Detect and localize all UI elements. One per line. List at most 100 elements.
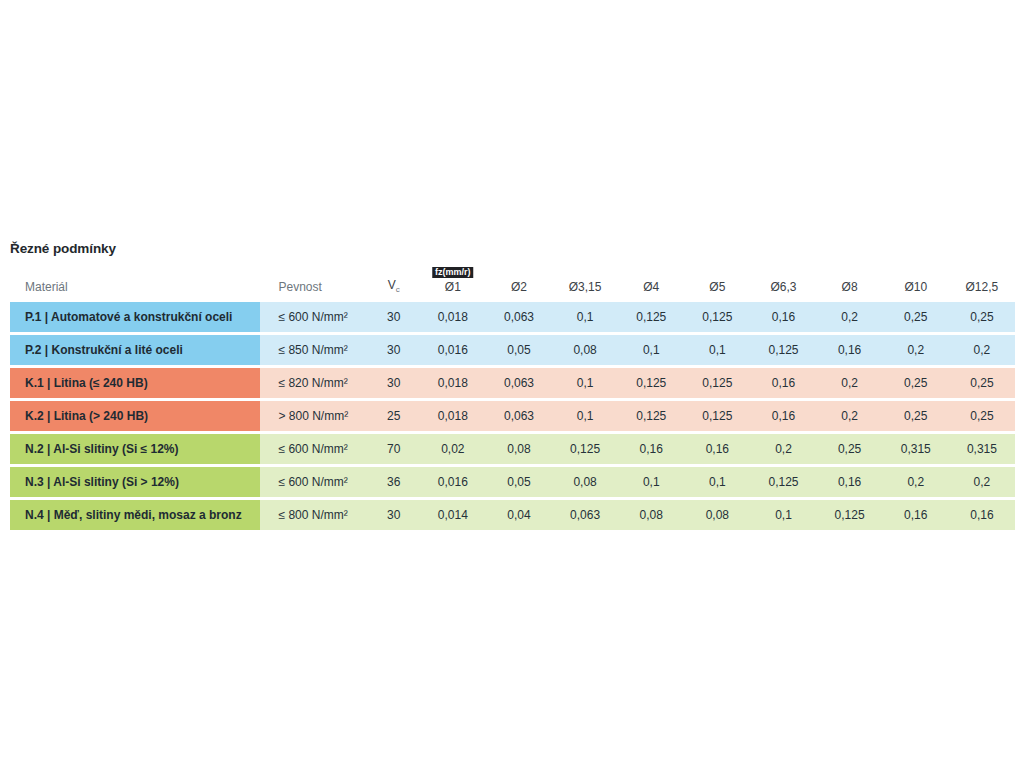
feed-value-d5: 0,125 — [684, 368, 750, 398]
feed-value-d7: 0,25 — [817, 434, 883, 464]
diameter-label: Ø2 — [511, 280, 527, 294]
column-header-diameter-2: Ø2 — [486, 263, 552, 299]
feed-value-d4: 0,08 — [618, 500, 684, 530]
feed-value-d5: 0,1 — [684, 335, 750, 365]
vc-subscript: c — [396, 285, 400, 294]
feed-value-d5: 0,125 — [684, 401, 750, 431]
column-header-diameter-5: Ø5 — [684, 263, 750, 299]
strength-value: ≤ 600 N/mm² — [260, 434, 367, 464]
diameter-label: Ø6,3 — [770, 280, 796, 294]
feed-value-d6: 0,2 — [750, 434, 816, 464]
column-header-diameter-9: Ø12,5 — [949, 263, 1015, 299]
diameter-label: Ø10 — [904, 280, 927, 294]
feed-value-d6: 0,1 — [750, 500, 816, 530]
column-header-diameter-6: Ø6,3 — [750, 263, 816, 299]
strength-value: ≤ 600 N/mm² — [260, 467, 367, 497]
feed-value-d2: 0,05 — [486, 335, 552, 365]
feed-value-d5: 0,16 — [684, 434, 750, 464]
feed-value-d2: 0,063 — [486, 368, 552, 398]
feed-value-d4: 0,16 — [618, 434, 684, 464]
feed-value-d3: 0,08 — [552, 467, 618, 497]
feed-value-d8: 0,2 — [883, 335, 949, 365]
feed-value-d8: 0,2 — [883, 467, 949, 497]
material-label: N.3 | Al-Si slitiny (Si > 12%) — [10, 467, 260, 497]
table-row: N.4 | Měď, slitiny mědi, mosaz a bronz≤ … — [10, 500, 1015, 530]
cutting-conditions-table: Materiál Pevnost Vc fz(mm/r) Ø1 Ø2 Ø3,15 Ø4 Ø… — [10, 260, 1015, 533]
feed-value-d3: 0,1 — [552, 368, 618, 398]
table-row: N.2 | Al-Si slitiny (Si ≤ 12%)≤ 600 N/mm… — [10, 434, 1015, 464]
feed-value-d4: 0,125 — [618, 368, 684, 398]
table-row: N.3 | Al-Si slitiny (Si > 12%)≤ 600 N/mm… — [10, 467, 1015, 497]
feed-value-d6: 0,125 — [750, 467, 816, 497]
feed-value-d3: 0,1 — [552, 302, 618, 332]
feed-value-d5: 0,08 — [684, 500, 750, 530]
page-title: Řezné podmínky — [10, 241, 116, 256]
feed-value-d7: 0,2 — [817, 368, 883, 398]
feed-value-d9: 0,2 — [949, 467, 1015, 497]
column-header-material: Materiál — [10, 263, 260, 299]
feed-value-d1: 0,016 — [420, 335, 486, 365]
feed-value-d8: 0,25 — [883, 302, 949, 332]
feed-value-d9: 0,25 — [949, 368, 1015, 398]
vc-value: 30 — [368, 302, 420, 332]
feed-value-d8: 0,25 — [883, 368, 949, 398]
feed-value-d4: 0,1 — [618, 467, 684, 497]
feed-value-d2: 0,04 — [486, 500, 552, 530]
fz-unit-badge: fz(mm/r) — [432, 267, 474, 278]
column-header-pevnost: Pevnost — [260, 263, 367, 299]
feed-value-d7: 0,16 — [817, 335, 883, 365]
column-header-diameter-7: Ø8 — [817, 263, 883, 299]
feed-value-d3: 0,1 — [552, 401, 618, 431]
table-body: P.1 | Automatové a konstrukční oceli≤ 60… — [10, 302, 1015, 530]
strength-value: ≤ 600 N/mm² — [260, 302, 367, 332]
diameter-label: Ø8 — [842, 280, 858, 294]
feed-value-d9: 0,25 — [949, 401, 1015, 431]
feed-value-d2: 0,063 — [486, 302, 552, 332]
header-row: Materiál Pevnost Vc fz(mm/r) Ø1 Ø2 Ø3,15 Ø4 Ø… — [10, 263, 1015, 299]
page: Řezné podmínky Materiál Pevnost Vc fz(mm… — [0, 0, 1024, 768]
feed-value-d1: 0,018 — [420, 368, 486, 398]
feed-value-d7: 0,16 — [817, 467, 883, 497]
feed-value-d7: 0,2 — [817, 401, 883, 431]
feed-value-d9: 0,25 — [949, 302, 1015, 332]
feed-value-d8: 0,16 — [883, 500, 949, 530]
diameter-label: Ø3,15 — [569, 280, 602, 294]
feed-value-d5: 0,125 — [684, 302, 750, 332]
column-header-diameter-1: fz(mm/r) Ø1 — [420, 263, 486, 299]
column-header-diameter-3: Ø3,15 — [552, 263, 618, 299]
vc-value: 30 — [368, 500, 420, 530]
column-header-vc: Vc — [368, 263, 420, 299]
feed-value-d9: 0,315 — [949, 434, 1015, 464]
feed-value-d2: 0,063 — [486, 401, 552, 431]
feed-value-d2: 0,08 — [486, 434, 552, 464]
feed-value-d4: 0,125 — [618, 302, 684, 332]
feed-value-d3: 0,08 — [552, 335, 618, 365]
strength-value: ≤ 820 N/mm² — [260, 368, 367, 398]
column-header-diameter-8: Ø10 — [883, 263, 949, 299]
vc-value: 36 — [368, 467, 420, 497]
table-row: P.2 | Konstrukční a lité oceli≤ 850 N/mm… — [10, 335, 1015, 365]
feed-value-d8: 0,315 — [883, 434, 949, 464]
feed-value-d4: 0,125 — [618, 401, 684, 431]
strength-value: > 800 N/mm² — [260, 401, 367, 431]
column-header-diameter-4: Ø4 — [618, 263, 684, 299]
feed-value-d6: 0,16 — [750, 302, 816, 332]
feed-value-d2: 0,05 — [486, 467, 552, 497]
diameter-label: Ø1 — [445, 280, 461, 294]
material-label: N.2 | Al-Si slitiny (Si ≤ 12%) — [10, 434, 260, 464]
feed-value-d7: 0,125 — [817, 500, 883, 530]
feed-value-d5: 0,1 — [684, 467, 750, 497]
diameter-label: Ø4 — [643, 280, 659, 294]
feed-value-d6: 0,16 — [750, 368, 816, 398]
feed-value-d8: 0,25 — [883, 401, 949, 431]
material-label: P.1 | Automatové a konstrukční oceli — [10, 302, 260, 332]
strength-value: ≤ 850 N/mm² — [260, 335, 367, 365]
material-label: K.1 | Litina (≤ 240 HB) — [10, 368, 260, 398]
strength-value: ≤ 800 N/mm² — [260, 500, 367, 530]
feed-value-d3: 0,063 — [552, 500, 618, 530]
table-row: K.1 | Litina (≤ 240 HB)≤ 820 N/mm²300,01… — [10, 368, 1015, 398]
feed-value-d1: 0,02 — [420, 434, 486, 464]
material-label: P.2 | Konstrukční a lité oceli — [10, 335, 260, 365]
vc-value: 30 — [368, 368, 420, 398]
feed-value-d4: 0,1 — [618, 335, 684, 365]
